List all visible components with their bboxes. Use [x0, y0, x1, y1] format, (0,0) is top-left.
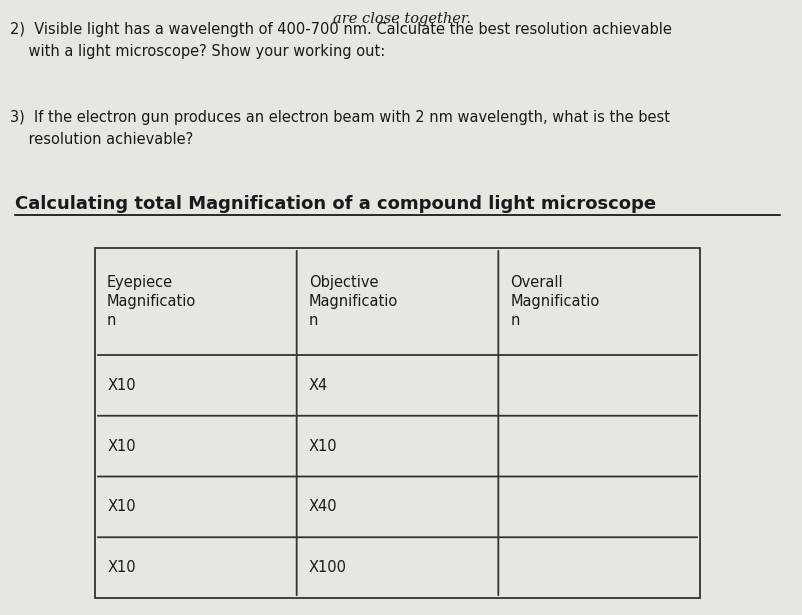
Text: resolution achievable?: resolution achievable? — [10, 132, 193, 147]
Text: with a light microscope? Show your working out:: with a light microscope? Show your worki… — [10, 44, 385, 59]
Text: Eyepiece
Magnificatio
n: Eyepiece Magnificatio n — [107, 276, 196, 328]
Text: 3)  If the electron gun produces an electron beam with 2 nm wavelength, what is : 3) If the electron gun produces an elect… — [10, 110, 669, 125]
Text: X10: X10 — [309, 438, 337, 454]
Text: Overall
Magnificatio
n: Overall Magnificatio n — [510, 276, 599, 328]
Text: Calculating total Magnification of a compound light microscope: Calculating total Magnification of a com… — [15, 195, 655, 213]
Text: X10: X10 — [107, 378, 136, 393]
Text: Objective
Magnificatio
n: Objective Magnificatio n — [309, 276, 398, 328]
Text: X4: X4 — [309, 378, 327, 393]
Text: X40: X40 — [309, 499, 337, 514]
Text: X100: X100 — [309, 560, 346, 575]
Text: X10: X10 — [107, 438, 136, 454]
Text: X10: X10 — [107, 499, 136, 514]
Text: X10: X10 — [107, 560, 136, 575]
Text: 2)  Visible light has a wavelength of 400-700 nm. Calculate the best resolution : 2) Visible light has a wavelength of 400… — [10, 22, 671, 37]
Text: are close together.: are close together. — [332, 12, 470, 26]
